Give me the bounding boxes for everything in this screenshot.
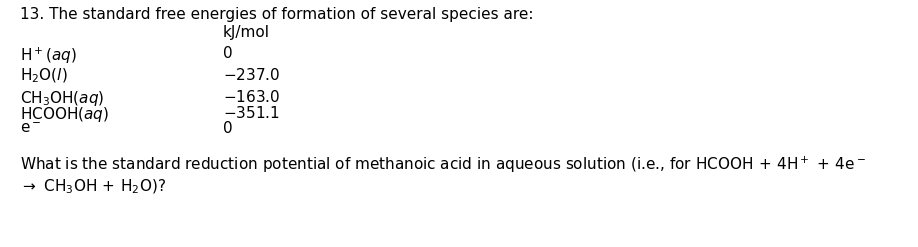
Text: 0: 0 xyxy=(223,46,232,61)
Text: $\mathrm{H}^+(\mathit{aq})$: $\mathrm{H}^+(\mathit{aq})$ xyxy=(20,46,77,66)
Text: $\mathrm{e}^-$: $\mathrm{e}^-$ xyxy=(20,121,41,136)
Text: $-$163.0: $-$163.0 xyxy=(223,89,280,105)
Text: 13. The standard free energies of formation of several species are:: 13. The standard free energies of format… xyxy=(20,7,533,22)
Text: $-$237.0: $-$237.0 xyxy=(223,67,280,83)
Text: $\mathrm{H_2O(}\mathit{l}\mathrm{)}$: $\mathrm{H_2O(}\mathit{l}\mathrm{)}$ xyxy=(20,67,68,85)
Text: $\mathrm{CH_3OH(}\mathit{aq}\mathrm{)}$: $\mathrm{CH_3OH(}\mathit{aq}\mathrm{)}$ xyxy=(20,89,105,108)
Text: $\mathrm{HCOOH(}\mathit{aq}\mathrm{)}$: $\mathrm{HCOOH(}\mathit{aq}\mathrm{)}$ xyxy=(20,105,109,124)
Text: kJ/mol: kJ/mol xyxy=(223,25,270,40)
Text: What is the standard reduction potential of methanoic acid in aqueous solution (: What is the standard reduction potential… xyxy=(20,155,867,175)
Text: 0: 0 xyxy=(223,121,232,136)
Text: $-$351.1: $-$351.1 xyxy=(223,105,280,121)
Text: $\rightarrow$ CH$_3$OH$\,+\,$H$_2$O)?: $\rightarrow$ CH$_3$OH$\,+\,$H$_2$O)? xyxy=(20,178,166,196)
